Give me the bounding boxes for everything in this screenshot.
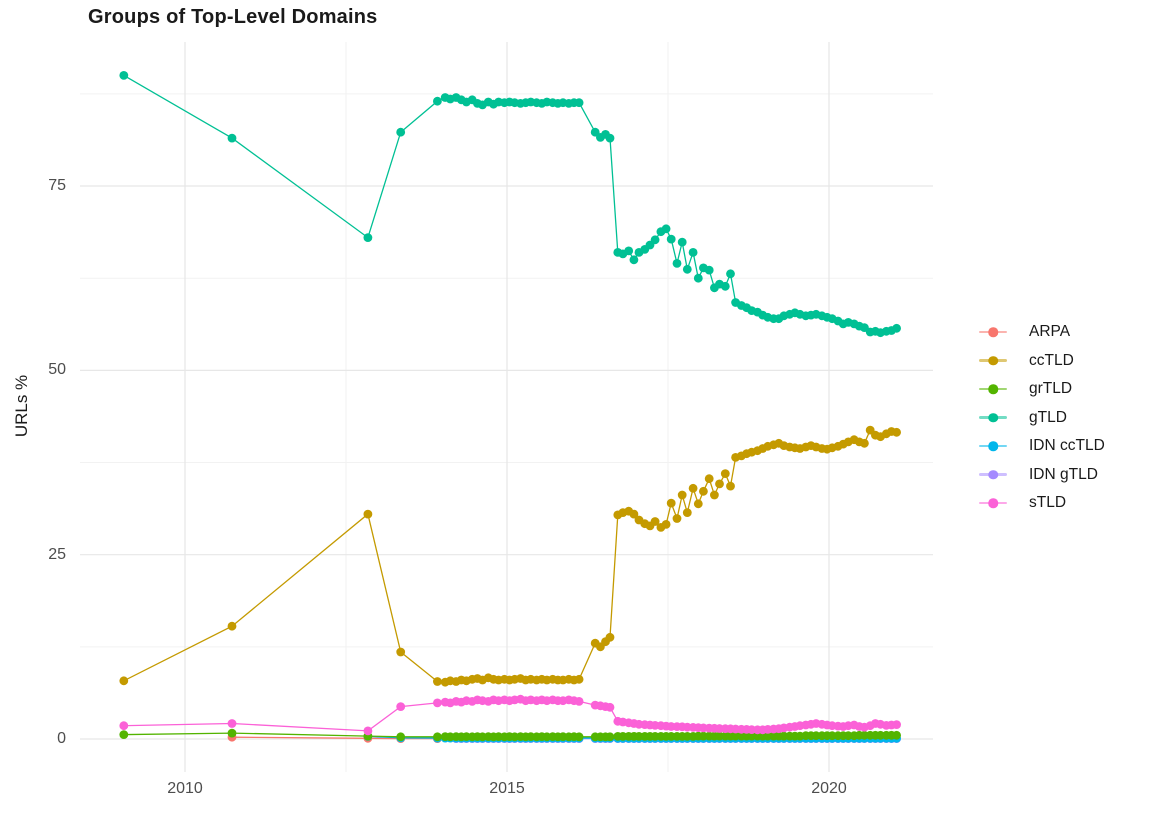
legend-item-cctld: ccTLD (979, 351, 1105, 371)
legend-dot-icon (988, 498, 998, 508)
legend-label: IDN ccTLD (1029, 437, 1105, 454)
legend-dot-icon (988, 441, 998, 451)
chart-title: Groups of Top-Level Domains (88, 6, 378, 28)
y-tick-label: 0 (57, 730, 66, 747)
legend-key-arpa (979, 322, 1007, 342)
legend: ARPA ccTLD grTLD gTLD IDN ccTLD IDN gTLD… (979, 322, 1105, 522)
legend-key-cctld (979, 351, 1007, 371)
y-tick-label: 25 (48, 545, 66, 563)
legend-item-idn-cctld: IDN ccTLD (979, 436, 1105, 456)
legend-key-idn-cctld (979, 436, 1007, 456)
legend-item-idn-gtld: IDN gTLD (979, 465, 1105, 485)
y-tick-label: 50 (48, 361, 66, 379)
legend-dot-icon (988, 355, 998, 366)
x-tick-label: 2015 (489, 780, 525, 797)
y-axis-title: URLs % (12, 374, 31, 438)
legend-label: ARPA (1029, 323, 1071, 340)
legend-item-arpa: ARPA (979, 322, 1105, 342)
legend-dot-icon (988, 327, 998, 337)
legend-dot-icon (988, 469, 998, 480)
legend-label: sTLD (1029, 494, 1067, 511)
legend-key-grtld (979, 379, 1007, 399)
x-tick-label: 2020 (811, 780, 847, 797)
legend-dot-icon (988, 412, 998, 423)
legend-key-idn-gtld (979, 465, 1007, 485)
legend-item-stld: sTLD (979, 493, 1105, 513)
legend-key-stld (979, 493, 1007, 513)
legend-label: grTLD (1029, 380, 1073, 397)
legend-item-grtld: grTLD (979, 379, 1105, 399)
legend-item-gtld: gTLD (979, 408, 1105, 428)
legend-key-gtld (979, 408, 1007, 428)
x-tick-label: 2010 (167, 780, 203, 797)
legend-label: ccTLD (1029, 351, 1074, 369)
y-tick-label: 75 (48, 177, 66, 195)
legend-label: IDN gTLD (1029, 465, 1098, 483)
legend-label: gTLD (1029, 408, 1067, 426)
legend-dot-icon (988, 384, 998, 394)
